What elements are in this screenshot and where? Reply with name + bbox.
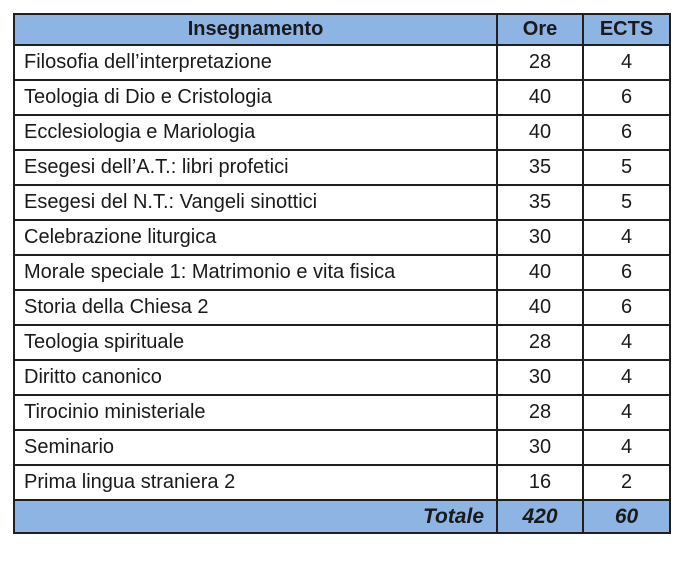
course-cell: Teologia spirituale	[13, 324, 498, 361]
table-row: Seminario 30 4	[13, 429, 671, 466]
hours-cell: 40	[496, 79, 584, 116]
hours-cell: 28	[496, 394, 584, 431]
course-cell: Diritto canonico	[13, 359, 498, 396]
hours-cell: 40	[496, 289, 584, 326]
course-cell: Esegesi dell’A.T.: libri profetici	[13, 149, 498, 186]
hours-cell: 35	[496, 184, 584, 221]
column-header-course: Insegnamento	[13, 13, 498, 46]
course-cell: Seminario	[13, 429, 498, 466]
total-hours: 420	[496, 499, 584, 534]
credits-cell: 4	[582, 359, 671, 396]
course-cell: Tirocinio ministeriale	[13, 394, 498, 431]
credits-cell: 6	[582, 254, 671, 291]
header-row: Insegnamento Ore ECTS	[13, 13, 671, 46]
credits-cell: 4	[582, 219, 671, 256]
credits-cell: 6	[582, 289, 671, 326]
course-cell: Filosofia dell’interpretazione	[13, 44, 498, 81]
credits-cell: 4	[582, 324, 671, 361]
total-label: Totale	[13, 499, 498, 534]
table-row: Esegesi dell’A.T.: libri profetici 35 5	[13, 149, 671, 186]
table-row: Filosofia dell’interpretazione 28 4	[13, 44, 671, 81]
table-row: Tirocinio ministeriale 28 4	[13, 394, 671, 431]
hours-cell: 40	[496, 114, 584, 151]
courses-table: Insegnamento Ore ECTS Filosofia dell’int…	[13, 13, 671, 534]
course-cell: Morale speciale 1: Matrimonio e vita fis…	[13, 254, 498, 291]
credits-cell: 4	[582, 394, 671, 431]
credits-cell: 2	[582, 464, 671, 501]
table-row: Teologia di Dio e Cristologia 40 6	[13, 79, 671, 116]
hours-cell: 30	[496, 219, 584, 256]
course-cell: Prima lingua straniera 2	[13, 464, 498, 501]
table-row: Teologia spirituale 28 4	[13, 324, 671, 361]
credits-cell: 4	[582, 44, 671, 81]
credits-cell: 5	[582, 184, 671, 221]
hours-cell: 30	[496, 429, 584, 466]
credits-cell: 6	[582, 79, 671, 116]
course-cell: Celebrazione liturgica	[13, 219, 498, 256]
table-row: Diritto canonico 30 4	[13, 359, 671, 396]
credits-cell: 5	[582, 149, 671, 186]
course-cell: Storia della Chiesa 2	[13, 289, 498, 326]
table-body: Filosofia dell’interpretazione 28 4 Teologi…	[13, 44, 671, 501]
course-cell: Ecclesiologia e Mariologia	[13, 114, 498, 151]
hours-cell: 40	[496, 254, 584, 291]
hours-cell: 28	[496, 324, 584, 361]
hours-cell: 35	[496, 149, 584, 186]
column-header-hours: Ore	[496, 13, 584, 46]
credits-cell: 4	[582, 429, 671, 466]
course-cell: Teologia di Dio e Cristologia	[13, 79, 498, 116]
table-row: Ecclesiologia e Mariologia 40 6	[13, 114, 671, 151]
table-footer: Totale 420 60	[13, 499, 671, 534]
credits-cell: 6	[582, 114, 671, 151]
hours-cell: 16	[496, 464, 584, 501]
table-row: Storia della Chiesa 2 40 6	[13, 289, 671, 326]
table-row: Esegesi del N.T.: Vangeli sinottici 35 5	[13, 184, 671, 221]
table-row: Prima lingua straniera 2 16 2	[13, 464, 671, 501]
course-cell: Esegesi del N.T.: Vangeli sinottici	[13, 184, 498, 221]
hours-cell: 30	[496, 359, 584, 396]
total-credits: 60	[582, 499, 671, 534]
hours-cell: 28	[496, 44, 584, 81]
table-header: Insegnamento Ore ECTS	[13, 13, 671, 46]
table-row: Morale speciale 1: Matrimonio e vita fis…	[13, 254, 671, 291]
column-header-credits: ECTS	[582, 13, 671, 46]
total-row: Totale 420 60	[13, 499, 671, 534]
table-row: Celebrazione liturgica 30 4	[13, 219, 671, 256]
